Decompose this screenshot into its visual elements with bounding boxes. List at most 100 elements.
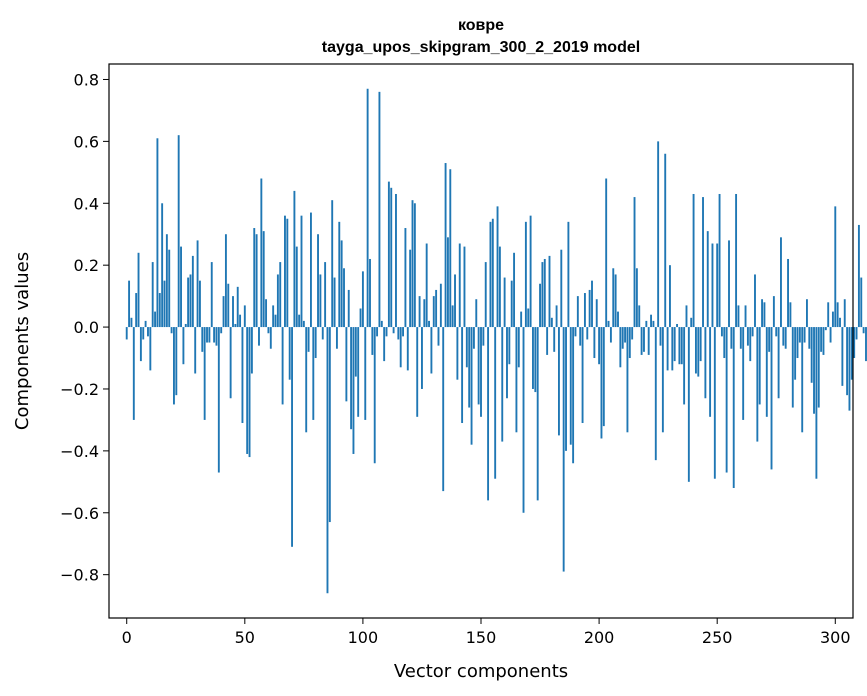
bar [815,327,818,479]
bar [491,218,494,328]
bar [347,289,350,328]
bar [709,327,712,417]
bar [586,327,589,340]
bar [645,320,648,328]
bar [234,323,237,328]
bar [281,327,284,405]
bar [768,327,771,352]
bar [713,327,716,479]
bar [581,327,584,424]
bar [661,327,664,433]
x-tick-label: 0 [122,628,132,647]
bar [860,277,863,328]
y-tick-label: 0.4 [74,194,99,213]
bar [142,327,145,340]
bar [442,327,445,492]
bar [177,135,180,328]
bar [158,293,161,328]
bar [276,274,279,328]
bar [196,240,199,328]
bar [198,280,201,328]
bar [806,299,808,328]
x-tick-label: 300 [820,628,851,647]
bar [553,327,556,352]
bar [250,327,253,374]
bar [777,327,780,399]
bar [699,327,702,362]
y-tick-label: −0.2 [60,380,99,399]
bar [350,327,353,430]
bar [725,327,728,473]
bar [468,327,471,408]
bar [343,268,345,328]
bar [494,327,497,479]
bar [850,327,853,380]
bar [437,327,440,346]
bar [829,327,832,343]
bar [560,249,563,328]
bar [817,327,820,408]
bar [593,327,596,359]
bar [697,327,700,377]
bar [149,327,152,371]
bar [836,302,839,328]
bar [404,228,407,328]
bar [373,327,376,464]
bar [409,249,412,328]
bar [298,314,301,328]
bar [569,327,572,445]
bar [340,240,343,328]
bar [399,327,402,368]
bar [730,327,733,349]
bar [180,246,182,328]
bar [751,327,754,337]
chart-subtitle: tayga_upos_skipgram_300_2_2019 model [322,39,640,56]
bar [137,252,140,328]
bar [614,274,617,328]
bar [794,327,797,380]
bar [775,327,778,337]
bar [706,231,709,328]
bar [558,327,560,436]
y-tick-label: 0.6 [74,132,99,151]
bar [378,91,381,328]
bar [692,193,695,328]
bar [300,215,303,328]
bar [163,280,166,328]
bar [236,286,239,328]
bar [664,153,667,328]
bar [321,327,324,340]
bar [317,234,319,328]
bar [423,299,426,328]
bar [756,327,759,442]
bar [229,327,232,399]
bar [857,224,860,328]
bar [187,277,190,328]
bar [515,327,518,433]
bar [633,197,636,328]
bar [798,327,801,343]
bar [853,327,856,359]
bar [425,243,428,328]
bar [189,274,192,328]
bar [739,327,742,349]
bar [638,305,641,328]
bar [154,311,156,328]
bar [392,327,395,334]
bar [310,212,312,328]
bar [324,262,327,328]
x-axis: 0 50 100 150 200 250 300 [122,618,851,647]
bar [213,327,216,343]
bar [737,305,740,328]
y-tick-label: −0.4 [60,442,99,461]
bar [609,327,612,343]
bar [461,327,464,424]
bar [496,206,499,328]
bar [583,293,586,328]
bar [413,203,416,328]
bar [194,327,197,374]
bar [224,234,227,328]
bar [307,327,310,352]
bar [428,320,430,328]
